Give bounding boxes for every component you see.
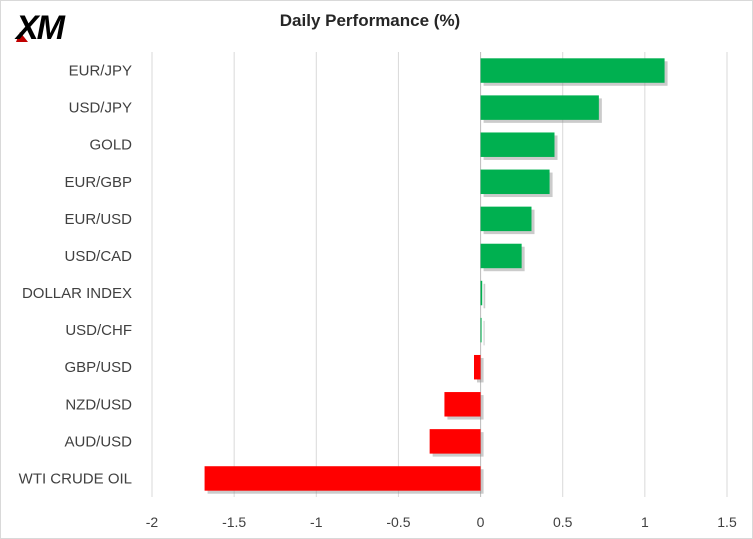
logo-text: XM [14, 9, 66, 44]
category-label: USD/CHF [65, 322, 132, 339]
bars-group [204, 58, 668, 494]
bar [480, 132, 555, 157]
category-label: WTI CRUDE OIL [19, 470, 132, 487]
category-labels: EUR/JPY USD/JPY GOLD EUR/GBP EUR/USD USD/CAD D… [19, 63, 133, 488]
bar [480, 206, 532, 232]
bar [480, 58, 665, 83]
x-tick-labels: -2 -1.5 -1 -0.5 0 0.5 1 1.5 [146, 514, 737, 530]
bar [480, 317, 482, 343]
category-label: GBP/USD [64, 359, 132, 376]
bar-shadow [483, 320, 485, 346]
bar [480, 280, 483, 306]
bar [444, 392, 481, 417]
x-tick-label: -1 [310, 514, 323, 530]
bar [480, 95, 599, 120]
category-label: GOLD [89, 137, 132, 154]
x-tick-label: 1 [641, 514, 649, 530]
category-label: EUR/GBP [64, 174, 132, 191]
x-tick-label: -0.5 [386, 514, 410, 530]
bar [480, 243, 522, 269]
category-label: EUR/USD [64, 211, 132, 228]
category-label: AUD/USD [64, 433, 132, 450]
x-tick-label: -1.5 [222, 514, 246, 530]
category-label: USD/JPY [69, 100, 132, 117]
category-label: USD/CAD [64, 248, 132, 265]
category-label: EUR/JPY [69, 63, 132, 80]
x-tick-label: 0 [477, 514, 485, 530]
bar [474, 354, 481, 380]
bar [480, 169, 550, 195]
x-tick-label: 1.5 [717, 514, 737, 530]
gridlines [151, 52, 728, 497]
xm-logo: XM [14, 9, 68, 44]
category-label: DOLLAR INDEX [22, 285, 132, 302]
category-label: NZD/USD [65, 396, 132, 413]
bar [429, 429, 481, 454]
x-tick-label: -2 [146, 514, 159, 530]
bar [204, 466, 481, 491]
logo-red-swoosh [16, 32, 28, 42]
bar-shadow [483, 283, 486, 309]
x-tick-label: 0.5 [553, 514, 573, 530]
chart-title: Daily Performance (%) [279, 11, 461, 30]
